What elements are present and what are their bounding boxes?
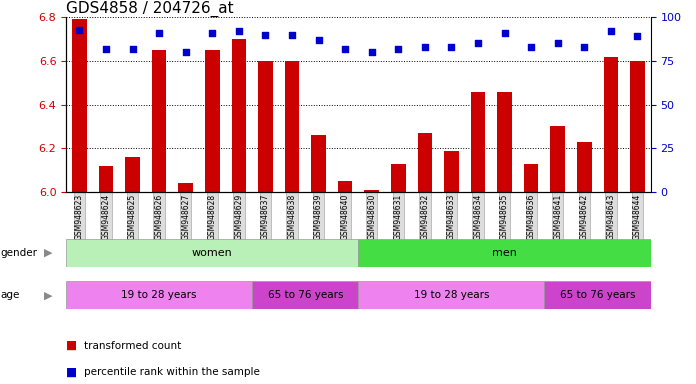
Text: 65 to 76 years: 65 to 76 years	[267, 290, 343, 300]
Point	[446, 44, 457, 50]
Bar	[338, 181, 352, 192]
Point	[180, 49, 191, 55]
Text: ▶: ▶	[44, 290, 52, 300]
Bar	[444, 151, 459, 192]
Text: men: men	[492, 248, 517, 258]
Point	[154, 30, 165, 36]
Text: gender: gender	[1, 248, 38, 258]
Bar	[577, 142, 592, 192]
Bar	[252, 281, 358, 309]
Text: percentile rank within the sample: percentile rank within the sample	[84, 367, 260, 377]
Text: ■: ■	[66, 366, 77, 379]
Bar	[66, 239, 358, 267]
Bar	[72, 20, 87, 192]
Bar	[311, 135, 326, 192]
Point	[100, 46, 111, 52]
Bar	[470, 91, 485, 192]
Point	[287, 31, 298, 38]
Bar	[551, 126, 565, 192]
Bar	[205, 50, 219, 192]
Point	[127, 46, 138, 52]
Text: ■: ■	[66, 339, 77, 352]
Bar	[178, 183, 193, 192]
Bar	[630, 61, 644, 192]
Point	[233, 28, 244, 34]
Bar	[152, 50, 166, 192]
Point	[260, 31, 271, 38]
Point	[366, 49, 377, 55]
Point	[419, 44, 430, 50]
Point	[525, 44, 537, 50]
Text: 65 to 76 years: 65 to 76 years	[560, 290, 635, 300]
Bar	[544, 281, 651, 309]
Bar	[418, 133, 432, 192]
Bar	[365, 190, 379, 192]
Point	[393, 46, 404, 52]
Bar	[603, 56, 618, 192]
Point	[632, 33, 643, 40]
Bar	[391, 164, 406, 192]
Text: 19 to 28 years: 19 to 28 years	[121, 290, 197, 300]
Bar	[232, 39, 246, 192]
Bar	[66, 281, 252, 309]
Point	[552, 40, 563, 46]
Point	[579, 44, 590, 50]
Point	[207, 30, 218, 36]
Text: age: age	[1, 290, 20, 300]
Point	[340, 46, 351, 52]
Point	[473, 40, 484, 46]
Bar	[358, 281, 544, 309]
Bar	[497, 91, 512, 192]
Point	[606, 28, 617, 34]
Bar	[258, 61, 273, 192]
Text: women: women	[192, 248, 232, 258]
Bar	[125, 157, 140, 192]
Bar	[358, 239, 651, 267]
Bar	[99, 166, 113, 192]
Point	[499, 30, 510, 36]
Text: transformed count: transformed count	[84, 341, 181, 351]
Bar	[524, 164, 539, 192]
Text: ▶: ▶	[44, 248, 52, 258]
Bar	[285, 61, 299, 192]
Text: GDS4858 / 204726_at: GDS4858 / 204726_at	[66, 1, 234, 17]
Point	[74, 26, 85, 33]
Text: 19 to 28 years: 19 to 28 years	[413, 290, 489, 300]
Point	[313, 37, 324, 43]
